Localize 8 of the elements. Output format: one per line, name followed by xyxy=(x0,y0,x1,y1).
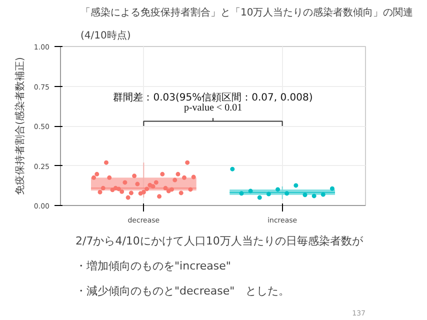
text: 2/7から4/10にかけて人口10万人当たりの日毎感染者数が xyxy=(76,234,364,248)
annotation: 群間差：0.03(95%信頼区間：0.07, 0.008) xyxy=(113,92,313,104)
y-axis-title: 免疫保持者割合(感染者数補正) xyxy=(14,57,26,195)
text: ・増加傾向のものを"increase" xyxy=(76,260,231,272)
annotation: p-value < 0.01 xyxy=(184,102,242,114)
text: ・減少傾向のものと"decrease" とした。 xyxy=(76,284,290,298)
chart-subtitle: (4/10時点) xyxy=(80,30,131,42)
chart-title: 「感染による免疫保持者割合」と「10万人当たりの感染者数傾向」の関連 xyxy=(80,6,414,18)
